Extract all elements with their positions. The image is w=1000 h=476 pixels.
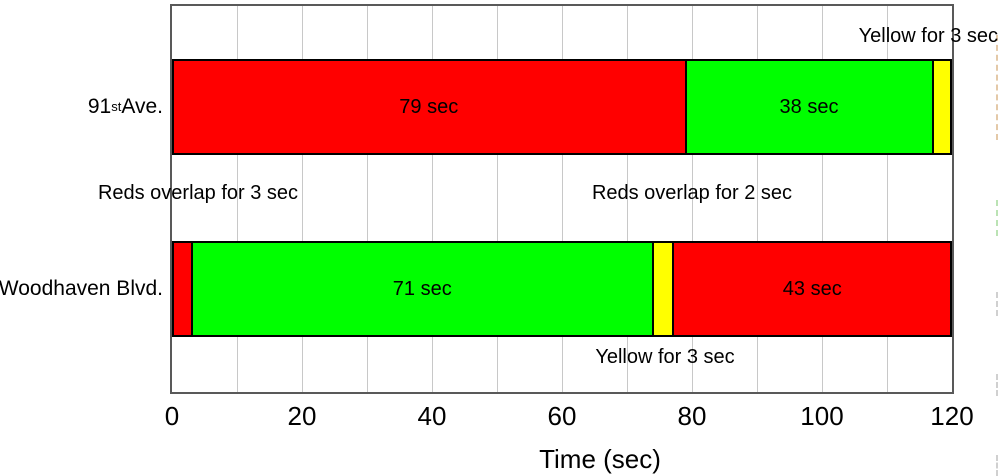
x-tick-label: 80 [677,401,707,431]
bar-segment-boundary [671,241,674,337]
bar-segment-label: 71 sec [392,277,452,300]
bar-segment-green [685,59,933,155]
gridline [822,6,823,392]
annotation-yellow-top: Yellow for 3 sec [858,25,998,47]
x-tick-label: 60 [547,401,577,431]
gridline [757,6,758,392]
bar-segment-red [672,241,952,337]
bar-segment-label: 38 sec [779,95,839,118]
x-tick-label: 0 [164,401,180,431]
page-edge-artifact [996,35,998,140]
bar-segment-label: 79 sec [399,95,459,118]
bar-segment-boundary [684,59,687,155]
bar-segment-boundary [652,241,654,337]
gridline [692,6,693,392]
bar-segment-yellow [653,241,673,337]
annotation-reds-overlap-end: Reds overlap for 2 sec [591,182,793,204]
bar-segment-green [191,241,653,337]
page-edge-artifact [996,374,998,396]
gridline [237,6,238,392]
gridline [627,6,628,392]
category-label-text: 91 [87,95,112,118]
x-axis-title: Time (sec) [539,444,661,474]
x-tick-label: 120 [930,401,974,431]
bar-segment-label: 43 sec [782,277,842,300]
page-edge-artifact [996,200,998,236]
annotation-yellow-bottom: Yellow for 3 sec [595,346,735,368]
x-tick-label: 40 [417,401,447,431]
annotation-reds-overlap-start: Reds overlap for 3 sec [97,182,299,204]
bar-segment-boundary [190,241,193,337]
page-edge-artifact [996,455,998,476]
gridline [432,6,433,392]
bar-segment-red [172,241,192,337]
bar-segment-yellow [932,59,952,155]
gridline [302,6,303,392]
bar-segment-red [172,59,686,155]
category-label-text: Woodhaven Blvd. [0,277,163,300]
gridline [367,6,368,392]
bar-segment-boundary [931,59,934,155]
x-tick-label: 100 [800,401,844,431]
category-label: Woodhaven Blvd. [0,241,163,337]
category-label-text: Ave. [121,95,163,118]
gridline [497,6,498,392]
gridline [887,6,888,392]
x-tick-label: 20 [287,401,317,431]
gridline [562,6,563,392]
page-edge-artifact [996,292,998,316]
